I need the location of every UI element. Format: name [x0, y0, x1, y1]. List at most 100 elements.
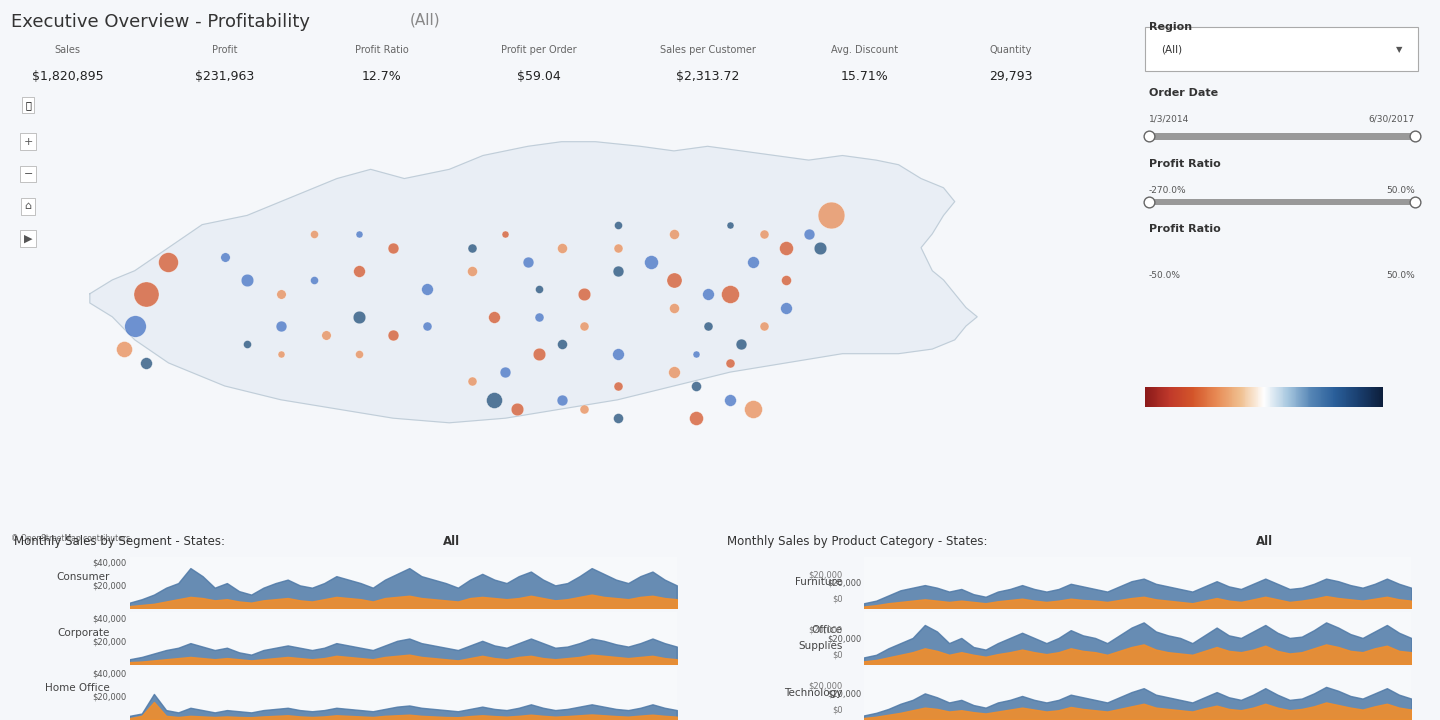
Text: $20,000: $20,000 [808, 570, 842, 579]
Text: $0: $0 [832, 595, 842, 603]
Text: −: − [23, 169, 33, 179]
Text: -270.0%: -270.0% [1149, 186, 1187, 195]
Text: Avg. Discount: Avg. Discount [831, 45, 899, 55]
Text: Technology: Technology [783, 688, 842, 698]
Point [269, 320, 292, 332]
Point [685, 413, 708, 424]
Text: Region: Region [1149, 22, 1192, 32]
Point [719, 288, 742, 300]
Text: $20,000: $20,000 [808, 626, 842, 634]
Point [606, 380, 629, 392]
Point [606, 242, 629, 253]
Point [775, 242, 798, 253]
Text: ⌂: ⌂ [24, 201, 32, 211]
Text: Sales: Sales [55, 45, 81, 55]
Point [348, 265, 372, 276]
Point [775, 274, 798, 286]
Point [639, 256, 662, 267]
Point [527, 284, 550, 295]
Point [1403, 196, 1426, 207]
Point [527, 348, 550, 359]
Text: $59.04: $59.04 [517, 70, 562, 83]
Point [550, 394, 573, 405]
Bar [1149, 199, 1414, 205]
Point [719, 394, 742, 405]
Text: -50.0%: -50.0% [1149, 271, 1181, 280]
Text: (All): (All) [410, 13, 441, 28]
Point [302, 274, 325, 286]
Point [685, 380, 708, 392]
Point [662, 274, 685, 286]
Point [505, 403, 528, 415]
Point [236, 274, 259, 286]
Text: (All): (All) [1161, 44, 1182, 54]
Point [348, 348, 372, 359]
Point [662, 302, 685, 313]
Point [517, 256, 540, 267]
Text: Quantity: Quantity [989, 45, 1032, 55]
Point [157, 256, 180, 267]
Text: $2,313.72: $2,313.72 [675, 70, 739, 83]
Point [482, 394, 505, 405]
Point [730, 338, 753, 350]
Point [415, 320, 438, 332]
Text: 1/3/2014: 1/3/2014 [1149, 115, 1189, 124]
Point [348, 311, 372, 323]
Point [696, 288, 719, 300]
Text: ▼: ▼ [1395, 45, 1403, 54]
Text: Profit Ratio: Profit Ratio [1149, 225, 1220, 234]
Point [314, 330, 337, 341]
Point [752, 320, 775, 332]
Point [752, 228, 775, 240]
Bar [1149, 133, 1414, 140]
Point [819, 210, 842, 221]
Point [494, 366, 517, 378]
Text: 50.0%: 50.0% [1385, 271, 1414, 280]
Point [112, 343, 135, 355]
Text: 29,793: 29,793 [989, 70, 1032, 83]
Point [775, 302, 798, 313]
Point [382, 242, 405, 253]
Text: Profit Ratio: Profit Ratio [356, 45, 409, 55]
Point [573, 403, 596, 415]
Point [606, 219, 629, 230]
Text: Profit Ratio: Profit Ratio [1149, 158, 1220, 168]
Text: Monthly Sales by Segment - States:: Monthly Sales by Segment - States: [14, 535, 229, 549]
Point [527, 311, 550, 323]
Point [662, 228, 685, 240]
Point [213, 251, 236, 263]
Point [494, 228, 517, 240]
Point [269, 288, 292, 300]
Text: Profit per Order: Profit per Order [501, 45, 577, 55]
Point [662, 366, 685, 378]
Point [742, 256, 765, 267]
Point [382, 330, 405, 341]
Text: $1,820,895: $1,820,895 [32, 70, 104, 83]
Text: Office: Office [812, 625, 842, 635]
Point [415, 284, 438, 295]
Text: Executive Overview - Profitability: Executive Overview - Profitability [12, 13, 315, 31]
Point [1138, 196, 1161, 207]
Point [134, 357, 157, 369]
Point [482, 311, 505, 323]
Point [550, 338, 573, 350]
Text: 🔍: 🔍 [24, 100, 32, 110]
Text: 6/30/2017: 6/30/2017 [1368, 115, 1414, 124]
Point [1138, 130, 1161, 142]
Text: 12.7%: 12.7% [361, 70, 402, 83]
Text: +: + [23, 137, 33, 147]
Point [348, 228, 372, 240]
Point [134, 288, 157, 300]
Point [798, 228, 821, 240]
Point [719, 219, 742, 230]
Text: 15.71%: 15.71% [841, 70, 888, 83]
Point [461, 376, 484, 387]
Text: All: All [1256, 535, 1273, 549]
Text: Profit: Profit [212, 45, 238, 55]
FancyBboxPatch shape [1145, 27, 1418, 71]
Point [302, 228, 325, 240]
Text: Supplies: Supplies [798, 641, 842, 651]
Point [742, 403, 765, 415]
Point [606, 348, 629, 359]
Text: $0: $0 [832, 650, 842, 659]
